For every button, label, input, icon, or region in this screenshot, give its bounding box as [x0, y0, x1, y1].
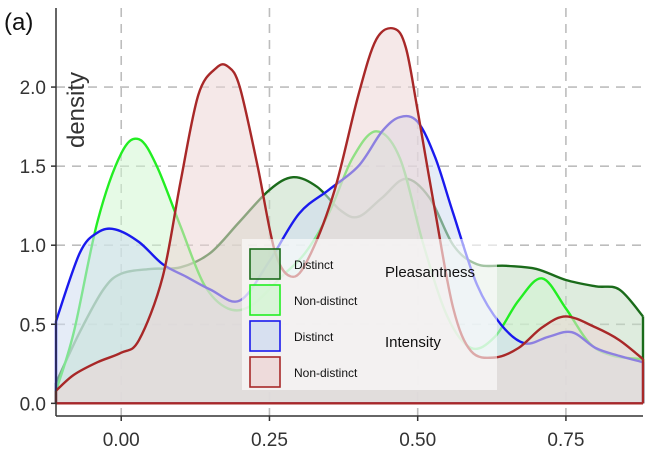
legend-box: [242, 239, 497, 390]
legend-key-3: [249, 356, 281, 388]
legend-group-0: Pleasantness: [385, 264, 475, 281]
y-axis-label: density: [63, 72, 90, 148]
legend-entry-0: Distinct: [294, 258, 334, 272]
y-tick-label-2: 1.0: [20, 236, 46, 257]
x-tick-label-0: 0.00: [103, 430, 140, 451]
x-tick-label-1: 0.25: [251, 430, 288, 451]
legend-key-2: [249, 320, 281, 352]
legend-entry-3: Non-distinct: [294, 366, 358, 380]
legend: Distinct Non-distinct Distinct Non-distinct…: [242, 239, 497, 390]
legend-entry-1: Non-distinct: [294, 294, 358, 308]
y-tick-label-1: 0.5: [20, 315, 46, 336]
legend-group-1: Intensity: [385, 334, 441, 351]
legend-key-0: [249, 248, 281, 280]
y-tick-label-0: 0.0: [20, 394, 46, 415]
axes: 0.0 0.5 1.0 1.5 2.0 0.00 0.25 0.50 0.75: [20, 8, 643, 451]
y-tick-label-4: 2.0: [20, 78, 46, 99]
x-tick-label-3: 0.75: [547, 430, 584, 451]
y-tick-label-3: 1.5: [20, 157, 46, 178]
legend-key-1: [249, 284, 281, 316]
legend-entry-2: Distinct: [294, 330, 334, 344]
panel-label: (a): [4, 9, 33, 36]
series-line-3: [55, 26, 644, 392]
series-area-3: [56, 28, 643, 404]
x-tick-label-2: 0.50: [399, 430, 436, 451]
